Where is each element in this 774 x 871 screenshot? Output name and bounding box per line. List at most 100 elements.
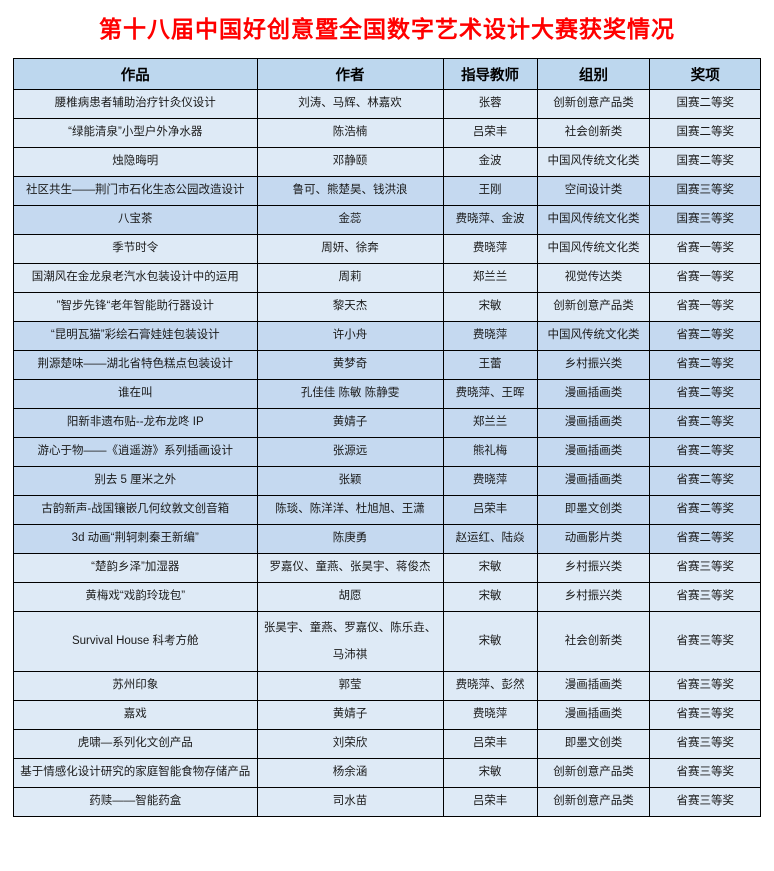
- table-row: 黄梅戏“戏韵玲珑包” 胡愿 宋敏 乡村振兴类 省赛三等奖: [13, 582, 761, 612]
- cell-work: 别去 5 厘米之外: [13, 466, 258, 496]
- cell-advisor: 宋敏: [442, 582, 538, 612]
- cell-authors: 张昊宇、童燕、罗嘉仪、陈乐垚、马沛祺: [256, 611, 444, 672]
- cell-work: 游心于物——《逍遥游》系列插画设计: [13, 437, 258, 467]
- cell-advisor: 费晓萍: [442, 321, 538, 351]
- awards-table: 作品 作者 指导教师 组别 奖项 腰椎病患者辅助治疗针灸仪设计 刘涛、马辉、林嘉欢 张蓉 创新…: [13, 58, 761, 817]
- cell-group: 创新创意产品类: [536, 758, 651, 788]
- cell-advisor: 费晓萍: [442, 466, 538, 496]
- table-row: 药赎——智能药盒 司水苗 吕荣丰 创新创意产品类 省赛三等奖: [13, 787, 761, 817]
- cell-group: 中国风传统文化类: [536, 147, 651, 177]
- column-header: 组别: [536, 58, 651, 90]
- cell-group: 创新创意产品类: [536, 89, 651, 119]
- cell-award: 国赛二等奖: [649, 118, 761, 148]
- cell-advisor: 郑兰兰: [442, 408, 538, 438]
- cell-work: 八宝茶: [13, 205, 258, 235]
- table-row: 虎啸—系列化文创产品 刘荣欣 吕荣丰 即墨文创类 省赛三等奖: [13, 729, 761, 759]
- cell-advisor: 费晓萍、彭然: [442, 671, 538, 701]
- table-row: 国潮风在金龙泉老汽水包装设计中的运用 周莉 郑兰兰 视觉传达类 省赛一等奖: [13, 263, 761, 293]
- cell-work: “绿能清泉”小型户外净水器: [13, 118, 258, 148]
- cell-authors: 陈浩楠: [256, 118, 444, 148]
- cell-group: 乡村振兴类: [536, 553, 651, 583]
- cell-award: 省赛三等奖: [649, 553, 761, 583]
- header-row: 作品 作者 指导教师 组别 奖项: [13, 58, 761, 90]
- cell-award: 省赛三等奖: [649, 582, 761, 612]
- cell-group: 动画影片类: [536, 524, 651, 554]
- cell-work: 季节时令: [13, 234, 258, 264]
- cell-authors: 金蕊: [256, 205, 444, 235]
- cell-award: 省赛一等奖: [649, 234, 761, 264]
- cell-group: 创新创意产品类: [536, 787, 651, 817]
- cell-advisor: 王刚: [442, 176, 538, 206]
- cell-award: 省赛二等奖: [649, 350, 761, 380]
- cell-group: 创新创意产品类: [536, 292, 651, 322]
- cell-award: 省赛二等奖: [649, 408, 761, 438]
- cell-authors: 郭莹: [256, 671, 444, 701]
- cell-work: 嘉戏: [13, 700, 258, 730]
- table-row: 八宝茶 金蕊 费晓萍、金波 中国风传统文化类 国赛三等奖: [13, 205, 761, 235]
- cell-work: 腰椎病患者辅助治疗针灸仪设计: [13, 89, 258, 119]
- cell-advisor: 吕荣丰: [442, 118, 538, 148]
- cell-advisor: 郑兰兰: [442, 263, 538, 293]
- cell-authors: 邓静颐: [256, 147, 444, 177]
- table-row: 苏州印象 郭莹 费晓萍、彭然 漫画插画类 省赛三等奖: [13, 671, 761, 701]
- cell-group: 乡村振兴类: [536, 582, 651, 612]
- cell-award: 省赛二等奖: [649, 321, 761, 351]
- cell-award: 国赛三等奖: [649, 176, 761, 206]
- cell-group: 社会创新类: [536, 611, 651, 672]
- cell-group: 视觉传达类: [536, 263, 651, 293]
- cell-authors: 陈庚勇: [256, 524, 444, 554]
- cell-group: 漫画插画类: [536, 700, 651, 730]
- cell-advisor: 费晓萍、王晖: [442, 379, 538, 409]
- cell-advisor: 吕荣丰: [442, 787, 538, 817]
- cell-award: 省赛三等奖: [649, 787, 761, 817]
- cell-authors: 许小舟: [256, 321, 444, 351]
- cell-advisor: 吕荣丰: [442, 495, 538, 525]
- cell-group: 社会创新类: [536, 118, 651, 148]
- cell-work: 虎啸—系列化文创产品: [13, 729, 258, 759]
- cell-authors: 司水苗: [256, 787, 444, 817]
- table-row: 谁在叫 孔佳佳 陈敏 陈静雯 费晓萍、王晖 漫画插画类 省赛二等奖: [13, 379, 761, 409]
- cell-award: 省赛一等奖: [649, 292, 761, 322]
- cell-award: 省赛三等奖: [649, 729, 761, 759]
- cell-advisor: 宋敏: [442, 292, 538, 322]
- cell-award: 省赛二等奖: [649, 466, 761, 496]
- column-header: 指导教师: [442, 58, 538, 90]
- cell-advisor: 费晓萍、金波: [442, 205, 538, 235]
- cell-award: 省赛二等奖: [649, 524, 761, 554]
- cell-advisor: 吕荣丰: [442, 729, 538, 759]
- cell-group: 漫画插画类: [536, 671, 651, 701]
- cell-authors: 张源远: [256, 437, 444, 467]
- cell-award: 国赛三等奖: [649, 205, 761, 235]
- table-row: “昆明瓦猫”彩绘石膏娃娃包装设计 许小舟 费晓萍 中国风传统文化类 省赛二等奖: [13, 321, 761, 351]
- table-row: 游心于物——《逍遥游》系列插画设计 张源远 熊礼梅 漫画插画类 省赛二等奖: [13, 437, 761, 467]
- cell-advisor: 宋敏: [442, 758, 538, 788]
- cell-authors: 孔佳佳 陈敏 陈静雯: [256, 379, 444, 409]
- table-row: 阳新非遗布贴--龙布龙咚 IP 黄婧子 郑兰兰 漫画插画类 省赛二等奖: [13, 408, 761, 438]
- cell-work: “楚韵乡泽”加湿器: [13, 553, 258, 583]
- cell-work: 阳新非遗布贴--龙布龙咚 IP: [13, 408, 258, 438]
- cell-award: 省赛三等奖: [649, 611, 761, 672]
- cell-advisor: 费晓萍: [442, 234, 538, 264]
- cell-authors: 鲁可、熊楚昊、钱洪浪: [256, 176, 444, 206]
- cell-work: 社区共生——荆门市石化生态公园改造设计: [13, 176, 258, 206]
- cell-award: 省赛一等奖: [649, 263, 761, 293]
- cell-authors: 杨余涵: [256, 758, 444, 788]
- cell-group: 漫画插画类: [536, 466, 651, 496]
- cell-work: 苏州印象: [13, 671, 258, 701]
- cell-work: ”智步先锋“老年智能助行器设计: [13, 292, 258, 322]
- cell-advisor: 宋敏: [442, 611, 538, 672]
- cell-work: 谁在叫: [13, 379, 258, 409]
- table-row: 荆源楚味——湖北省特色糕点包装设计 黄梦奇 王蕾 乡村振兴类 省赛二等奖: [13, 350, 761, 380]
- table-row: 基于情感化设计研究的家庭智能食物存储产品 杨余涵 宋敏 创新创意产品类 省赛三等奖: [13, 758, 761, 788]
- cell-group: 即墨文创类: [536, 495, 651, 525]
- cell-work: 黄梅戏“戏韵玲珑包”: [13, 582, 258, 612]
- cell-work: Survival House 科考方舱: [13, 611, 258, 672]
- cell-award: 省赛三等奖: [649, 671, 761, 701]
- table-row: 古韵新声-战国镶嵌几何纹敦文创音箱 陈琰、陈洋洋、杜旭旭、王潇 吕荣丰 即墨文创类 省赛…: [13, 495, 761, 525]
- cell-authors: 刘荣欣: [256, 729, 444, 759]
- cell-award: 国赛二等奖: [649, 147, 761, 177]
- table-row: “楚韵乡泽”加湿器 罗嘉仪、童燕、张昊宇、蒋俊杰 宋敏 乡村振兴类 省赛三等奖: [13, 553, 761, 583]
- cell-advisor: 费晓萍: [442, 700, 538, 730]
- cell-award: 省赛三等奖: [649, 758, 761, 788]
